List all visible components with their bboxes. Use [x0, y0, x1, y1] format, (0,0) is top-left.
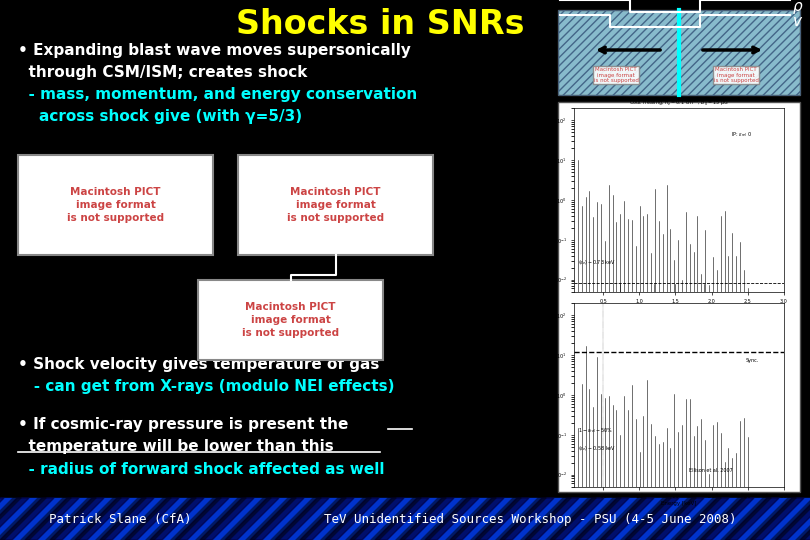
Polygon shape [500, 498, 554, 540]
Text: Macintosh PICT
image format
is not supported: Macintosh PICT image format is not suppo… [714, 67, 758, 83]
Bar [198, 280, 383, 360]
Text: across shock give (with γ=5/3): across shock give (with γ=5/3) [18, 109, 302, 124]
Polygon shape [450, 498, 504, 540]
Text: Shocks in SNRs: Shocks in SNRs [236, 9, 524, 42]
Title: Coul. heating, $n_e = 0.1$ cm$^{-3}$, $B_0 = 15$ $\mu$G: Coul. heating, $n_e = 0.1$ cm$^{-3}$, $B… [629, 98, 729, 109]
Polygon shape [725, 498, 779, 540]
Polygon shape [675, 498, 729, 540]
Text: $\langle\varepsilon_e\rangle \sim 0.73$ keV: $\langle\varepsilon_e\rangle \sim 0.73$ … [578, 258, 616, 267]
Text: • If cosmic-ray pressure is present the: • If cosmic-ray pressure is present the [18, 417, 348, 433]
Polygon shape [575, 498, 629, 540]
Polygon shape [550, 498, 604, 540]
Polygon shape [750, 498, 804, 540]
Bar [18, 155, 213, 255]
Text: Macintosh PICT
image format
is not supported: Macintosh PICT image format is not suppo… [287, 187, 384, 223]
Polygon shape [650, 498, 704, 540]
Bar [558, 10, 800, 95]
Text: • Shock velocity gives temperature of gas: • Shock velocity gives temperature of ga… [18, 357, 379, 373]
Polygon shape [625, 498, 679, 540]
Polygon shape [775, 498, 810, 540]
Polygon shape [600, 498, 654, 540]
Text: Macintosh PICT
image format
is not supported: Macintosh PICT image format is not suppo… [242, 302, 339, 338]
Polygon shape [200, 498, 254, 540]
Polygon shape [525, 498, 579, 540]
Bar [0, 498, 810, 540]
Text: ρ: ρ [793, 0, 803, 14]
Polygon shape [0, 498, 54, 540]
Polygon shape [150, 498, 204, 540]
Polygon shape [50, 498, 104, 540]
Text: $1-\varepsilon_{rel} \sim 50\%$: $1-\varepsilon_{rel} \sim 50\%$ [578, 426, 613, 435]
Polygon shape [175, 498, 229, 540]
Text: • Expanding blast wave moves supersonically: • Expanding blast wave moves supersonica… [18, 43, 411, 57]
Bar [238, 155, 433, 255]
Polygon shape [300, 498, 354, 540]
X-axis label: Energy [keV]: Energy [keV] [661, 501, 697, 505]
Text: Ellison et al. 2007: Ellison et al. 2007 [689, 468, 733, 473]
Polygon shape [75, 498, 129, 540]
Polygon shape [425, 498, 479, 540]
Polygon shape [700, 498, 754, 540]
Polygon shape [275, 498, 329, 540]
Polygon shape [475, 498, 529, 540]
Text: Patrick Slane (CfA): Patrick Slane (CfA) [49, 512, 191, 525]
Text: - radius of forward shock affected as well: - radius of forward shock affected as we… [18, 462, 385, 476]
Polygon shape [375, 498, 429, 540]
Text: Sync.: Sync. [746, 358, 759, 363]
Polygon shape [0, 498, 4, 540]
Polygon shape [250, 498, 304, 540]
Polygon shape [0, 498, 29, 540]
Polygon shape [225, 498, 279, 540]
Polygon shape [25, 498, 79, 540]
Text: - can get from X-rays (modulo NEI effects): - can get from X-rays (modulo NEI effect… [18, 380, 394, 395]
Polygon shape [400, 498, 454, 540]
Polygon shape [800, 498, 810, 540]
Text: through CSM/ISM; creates shock: through CSM/ISM; creates shock [18, 64, 307, 79]
Text: $\langle\varepsilon_e\rangle \sim 0.58$ keV: $\langle\varepsilon_e\rangle \sim 0.58$ … [578, 444, 616, 453]
Bar [558, 10, 800, 95]
Text: v: v [793, 14, 802, 29]
Bar [558, 102, 800, 492]
Text: IP: $\varepsilon_{rel}$ 0: IP: $\varepsilon_{rel}$ 0 [731, 130, 752, 139]
Polygon shape [100, 498, 154, 540]
Polygon shape [350, 498, 404, 540]
Text: Macintosh PICT
image format
is not supported: Macintosh PICT image format is not suppo… [67, 187, 164, 223]
Text: Macintosh PICT
image format
is not supported: Macintosh PICT image format is not suppo… [594, 67, 638, 83]
Polygon shape [125, 498, 179, 540]
Text: - mass, momentum, and energy conservation: - mass, momentum, and energy conservatio… [18, 86, 417, 102]
Text: TeV Unidentified Sources Workshop - PSU (4-5 June 2008): TeV Unidentified Sources Workshop - PSU … [324, 512, 736, 525]
Polygon shape [325, 498, 379, 540]
Text: temperature will be lower than this: temperature will be lower than this [18, 440, 334, 455]
